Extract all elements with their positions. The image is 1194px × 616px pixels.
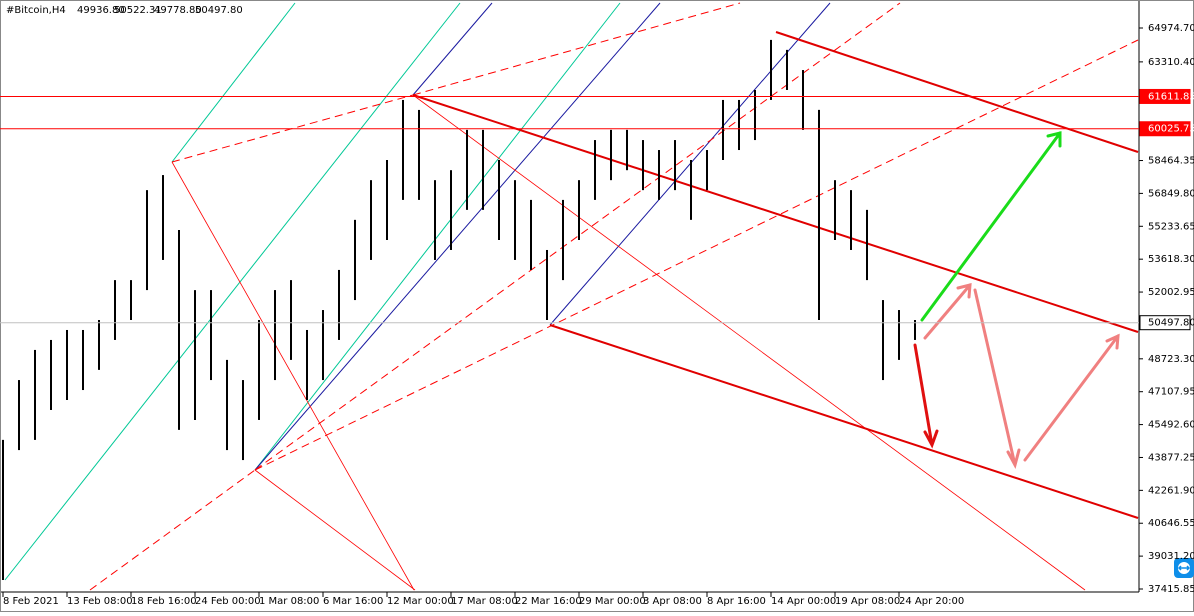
x-tick-label: 12 Mar 00:00 bbox=[387, 596, 454, 607]
arrow bbox=[913, 343, 939, 449]
y-tick-label: 53618.30 bbox=[1148, 254, 1194, 265]
y-tick-label: 58464.35 bbox=[1148, 156, 1194, 167]
channel-line bbox=[549, 324, 1139, 519]
low: 49778.80 bbox=[154, 5, 202, 16]
y-tick-label: 45492.60 bbox=[1148, 420, 1194, 431]
x-tick-label: 13 Feb 08:00 bbox=[67, 596, 133, 607]
price-label-box bbox=[1139, 121, 1191, 137]
x-tick-label: 14 Apr 00:00 bbox=[771, 596, 836, 607]
trendline bbox=[171, 2, 296, 163]
x-tick-label: 24 Apr 20:00 bbox=[899, 596, 964, 607]
y-tick-label: 47107.95 bbox=[1148, 387, 1194, 398]
trendline bbox=[171, 161, 415, 591]
price-label-box bbox=[1139, 88, 1191, 104]
price-label: 61611.85 bbox=[1148, 91, 1194, 102]
trendline bbox=[254, 2, 661, 471]
x-tick-label: 24 Feb 00:00 bbox=[195, 596, 261, 607]
x-tick-label: 6 Mar 16:00 bbox=[323, 596, 383, 607]
x-tick-label: 3 Apr 08:00 bbox=[643, 596, 702, 607]
price-label-box bbox=[1139, 315, 1191, 331]
y-tick-label: 40646.55 bbox=[1148, 518, 1194, 529]
channel-line bbox=[412, 94, 1139, 333]
open: 49936.80 bbox=[77, 5, 125, 16]
y-tick-label: 43877.25 bbox=[1148, 452, 1194, 463]
y-tick-label: 37415.85 bbox=[1148, 584, 1194, 595]
trendline bbox=[254, 39, 1139, 471]
arrow bbox=[973, 288, 1021, 470]
arrow bbox=[1023, 333, 1120, 462]
x-tick-label: 19 Apr 08:00 bbox=[835, 596, 900, 607]
arrows bbox=[913, 131, 1120, 470]
trendline bbox=[171, 94, 414, 163]
y-tick-label: 64974.70 bbox=[1148, 23, 1194, 34]
x-tick-label: 8 Apr 16:00 bbox=[707, 596, 766, 607]
drawings bbox=[4, 2, 1139, 591]
y-tick-label: 48723.30 bbox=[1148, 354, 1194, 365]
symbol: #Bitcoin,H4 bbox=[6, 5, 66, 16]
trendline bbox=[89, 469, 256, 591]
plot bbox=[2, 39, 916, 580]
x-tick-label: 1 Mar 08:00 bbox=[259, 596, 319, 607]
y-tick-label: 42261.90 bbox=[1148, 485, 1194, 496]
price-label: 60025.75 bbox=[1148, 124, 1194, 135]
y-tick-label: 52002.95 bbox=[1148, 287, 1194, 298]
trendline bbox=[254, 469, 416, 591]
x-tick-label: 17 Mar 08:00 bbox=[451, 596, 518, 607]
trendline bbox=[4, 2, 461, 581]
trendline bbox=[412, 2, 493, 96]
y-tick-label: 39031.20 bbox=[1148, 551, 1194, 562]
arrow bbox=[920, 131, 1062, 322]
x-tick-label: 18 Feb 16:00 bbox=[131, 596, 197, 607]
close: 50497.80 bbox=[195, 5, 243, 16]
trendline bbox=[254, 2, 901, 471]
trendline bbox=[412, 2, 741, 96]
app-icon bbox=[1174, 558, 1194, 578]
y-tick-label: 55233.65 bbox=[1148, 221, 1194, 232]
trendline bbox=[254, 2, 621, 471]
y-tick-label: 63310.40 bbox=[1148, 57, 1194, 68]
x-tick-label: 29 Mar 00:00 bbox=[579, 596, 646, 607]
high: 50522.31 bbox=[114, 5, 162, 16]
arrow bbox=[923, 283, 972, 340]
trendline bbox=[412, 94, 1086, 591]
x-tick-label: 8 Feb 2021 bbox=[3, 596, 59, 607]
x-tick-label: 22 Mar 16:00 bbox=[515, 596, 582, 607]
channel-line bbox=[775, 31, 1139, 153]
y-tick-label: 56849.80 bbox=[1148, 188, 1194, 199]
price-label: 50497.80 bbox=[1148, 318, 1194, 329]
